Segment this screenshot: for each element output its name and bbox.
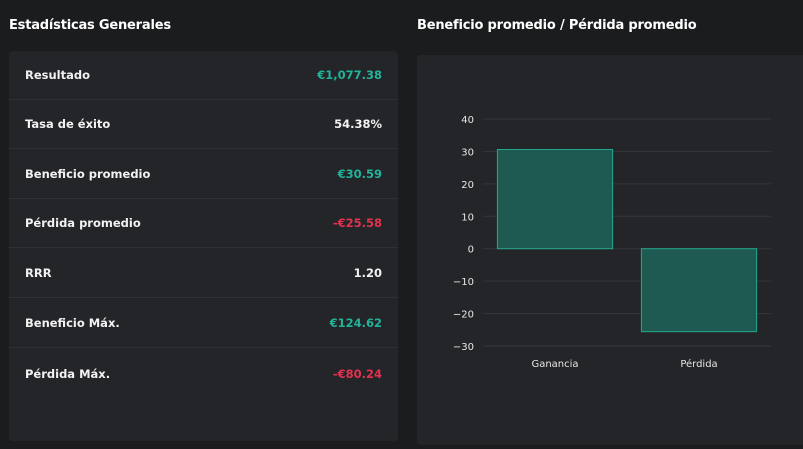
chart-section-title: Beneficio promedio / Pérdida promedio (417, 18, 697, 33)
stat-value: -€80.24 (332, 366, 382, 381)
stat-value: -€25.58 (332, 216, 382, 230)
y-tick-label: 10 (461, 212, 474, 223)
stat-label: Beneficio Máx. (25, 316, 120, 330)
avg-profit-loss-bar-chart: 40 30 20 10 0 −10 −20 −30 Ganancia Pérdida (453, 115, 771, 370)
stat-row-avg-loss: Pérdida promedio -€25.58 (9, 199, 398, 248)
bar-1 (640, 248, 758, 333)
stat-row-max-profit: Beneficio Máx. €124.62 (9, 299, 398, 348)
stat-value: €30.59 (337, 167, 382, 181)
x-tick-label: Ganancia (531, 359, 578, 370)
y-tick-label: 40 (461, 115, 474, 126)
stat-value: 54.38% (334, 117, 382, 131)
y-tick-label: −30 (453, 342, 474, 353)
stat-value: €124.62 (329, 316, 382, 330)
y-tick-label: 20 (461, 180, 474, 191)
stat-row-rrr: RRR 1.20 (9, 249, 398, 298)
y-tick-label: −20 (453, 310, 474, 321)
x-tick-label: Pérdida (680, 358, 717, 370)
y-tick-label: 0 (468, 245, 474, 256)
stat-value: 1.20 (353, 266, 382, 280)
stat-row-max-loss: Pérdida Máx. -€80.24 (9, 349, 398, 398)
bar-0 (496, 149, 614, 250)
stat-label: RRR (25, 266, 52, 280)
stat-row-win-rate: Tasa de éxito 54.38% (9, 100, 398, 149)
stat-row-result: Resultado €1,077.38 (9, 51, 398, 100)
stat-label: Pérdida Máx. (25, 366, 111, 381)
y-tick-label: 30 (461, 147, 474, 158)
stat-row-avg-profit: Beneficio promedio €30.59 (9, 150, 398, 199)
y-tick-label: −10 (453, 277, 474, 288)
stat-label: Pérdida promedio (25, 216, 141, 230)
stat-label: Beneficio promedio (25, 167, 151, 181)
general-stats-card: Resultado €1,077.38 Tasa de éxito 54.38%… (9, 51, 398, 441)
stat-value: €1,077.38 (317, 68, 382, 82)
stat-label: Tasa de éxito (25, 117, 111, 131)
stat-label: Resultado (25, 68, 91, 82)
avg-profit-loss-chart-card: 40 30 20 10 0 −10 −20 −30 Ganancia Pérdida (417, 55, 803, 445)
stats-section-title: Estadísticas Generales (9, 18, 171, 33)
